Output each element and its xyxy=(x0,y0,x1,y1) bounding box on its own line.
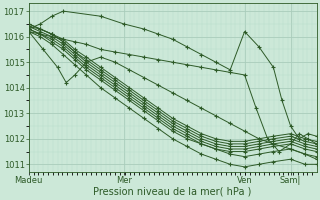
X-axis label: Pression niveau de la mer( hPa ): Pression niveau de la mer( hPa ) xyxy=(93,187,252,197)
